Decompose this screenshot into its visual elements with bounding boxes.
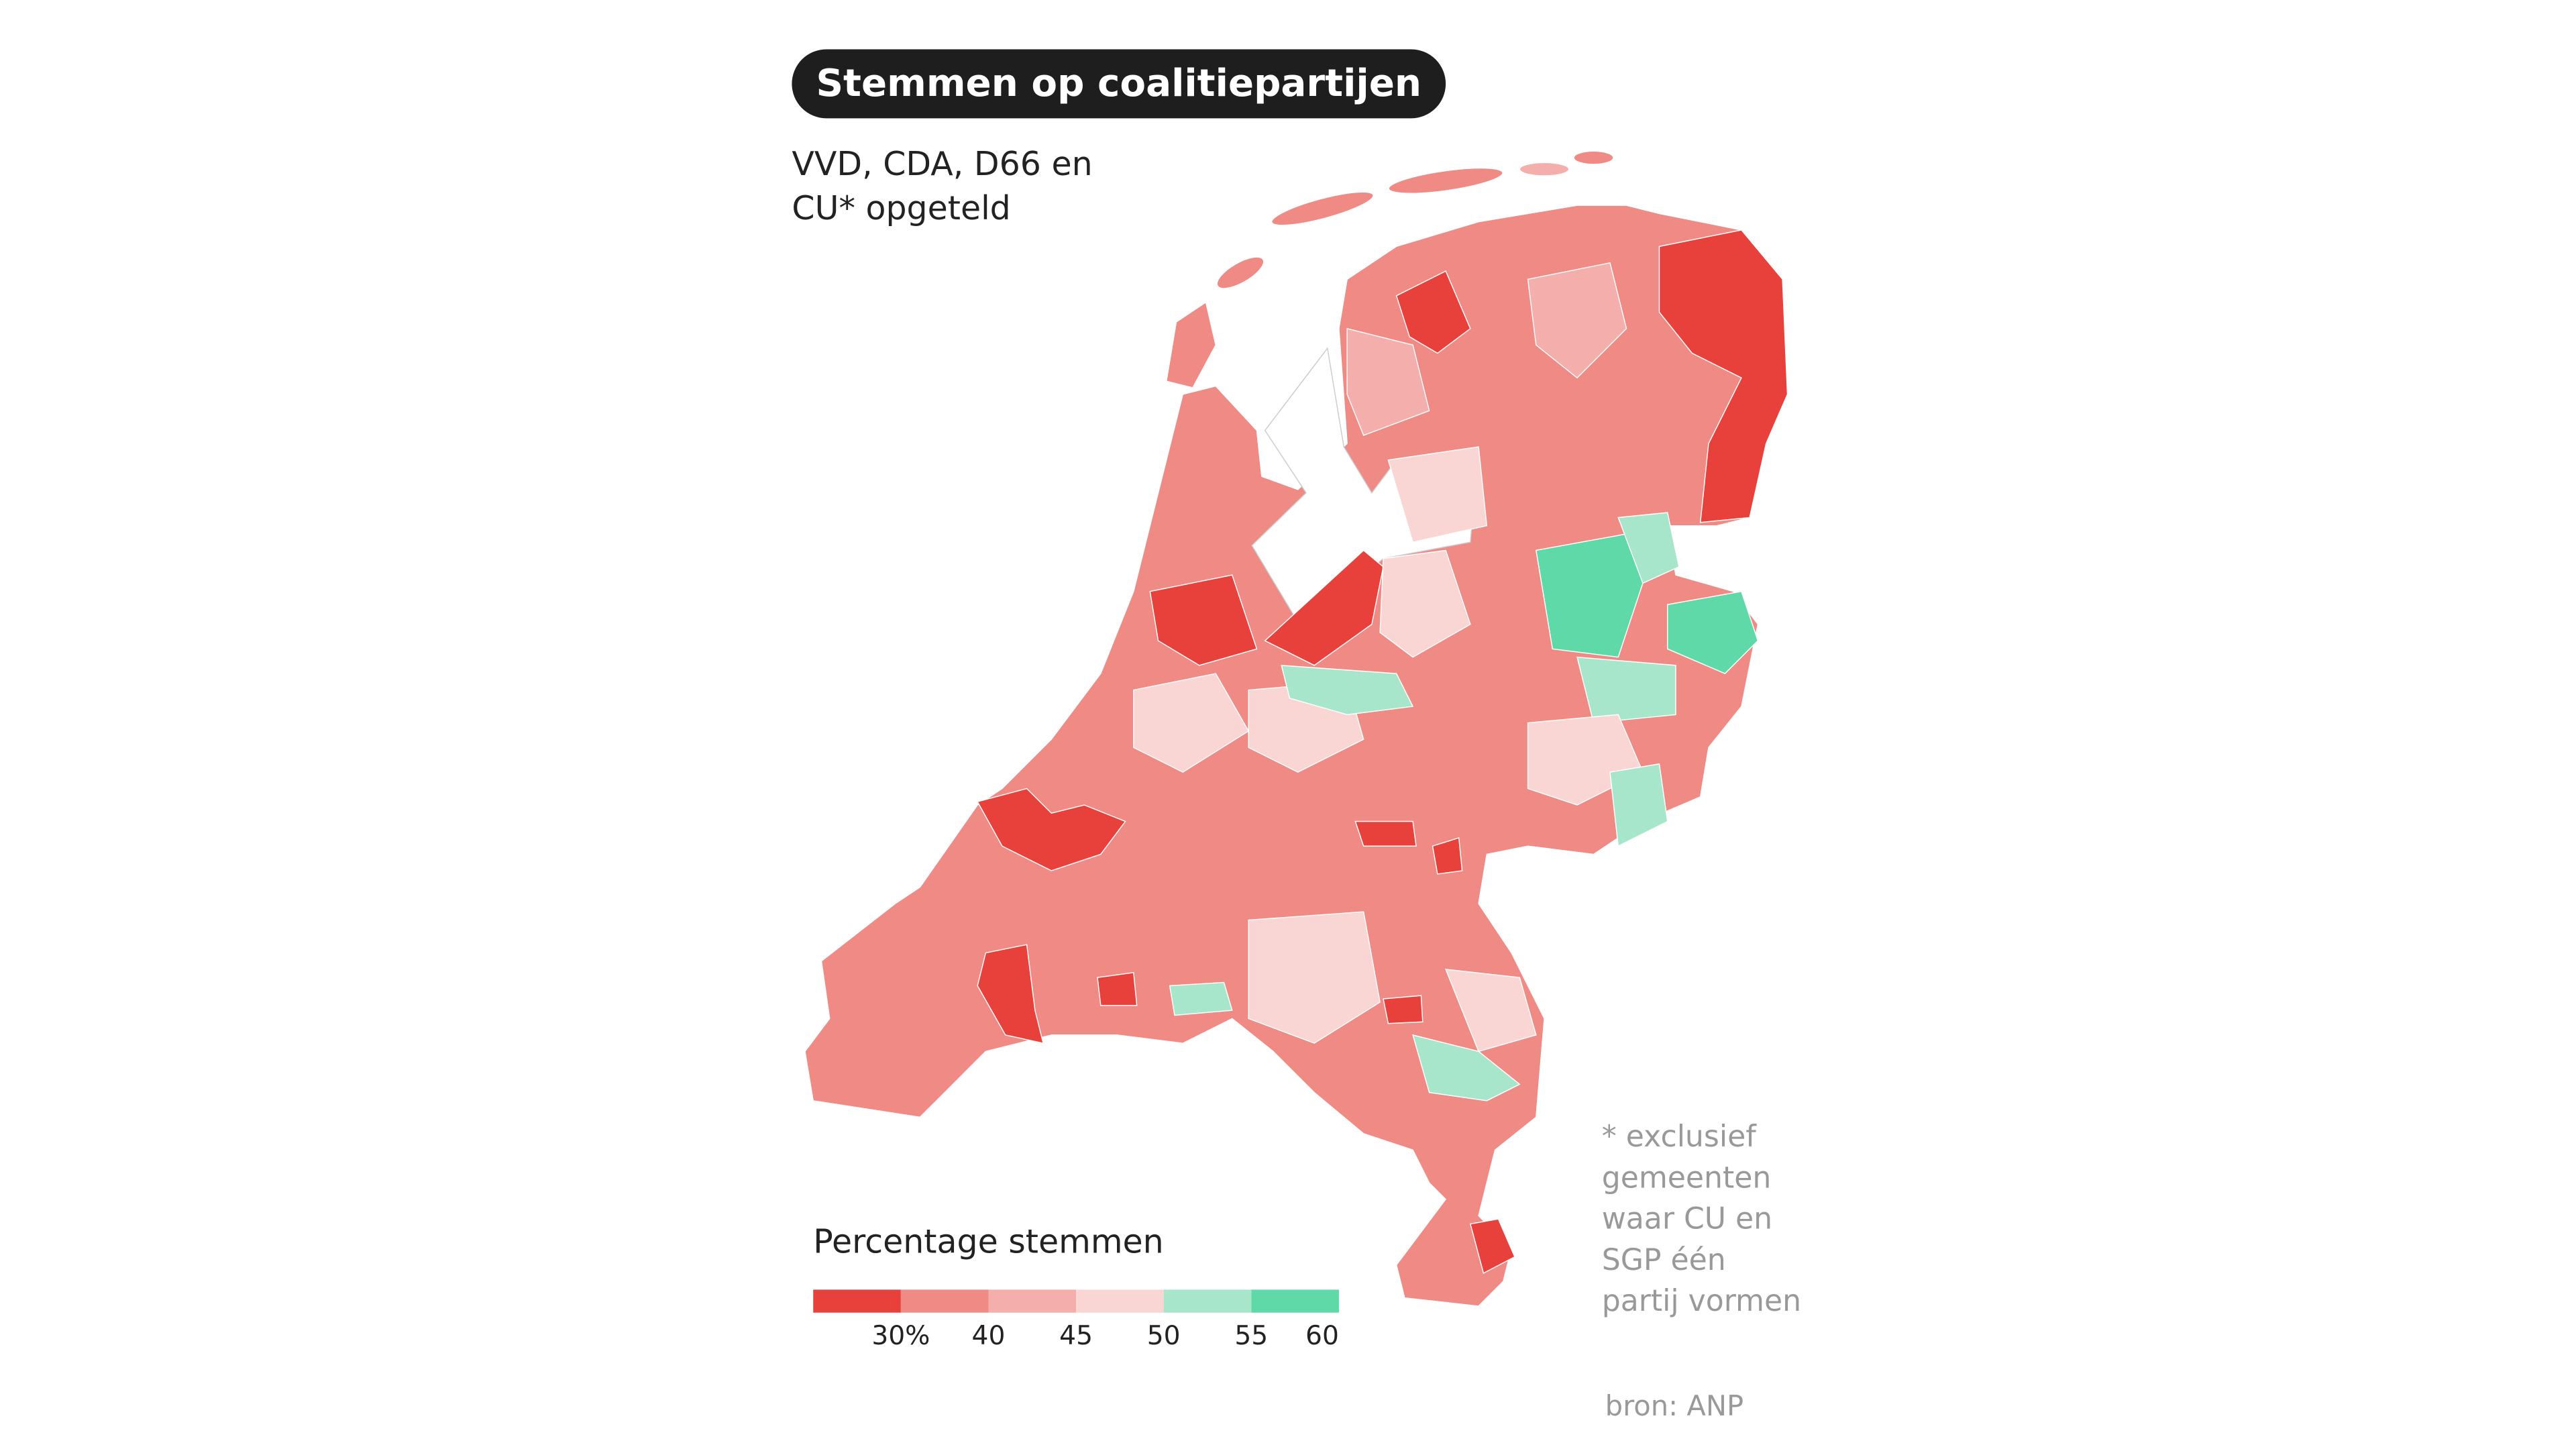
map-region <box>1658 229 1788 523</box>
title-pill <box>792 49 1446 119</box>
map-region <box>1432 837 1463 875</box>
footnote-line: waar CU en <box>1602 1202 1772 1236</box>
map-region <box>977 944 1044 1044</box>
map-region <box>1383 995 1424 1024</box>
map-region <box>1149 574 1258 666</box>
map-region <box>1617 512 1680 584</box>
legend-swatch <box>988 1289 1077 1313</box>
map-island <box>1388 167 1503 194</box>
map-region <box>1169 981 1233 1016</box>
map-region <box>1387 446 1488 543</box>
map-region <box>1609 763 1668 847</box>
map-region <box>1354 820 1417 847</box>
map-region <box>1097 971 1138 1006</box>
map-region <box>1444 969 1537 1053</box>
subtitle: CU* opgeteld <box>792 189 1010 227</box>
legend-title: Percentage stemmen <box>813 1222 1163 1260</box>
footnote-line: SGP één <box>1602 1243 1726 1277</box>
map-region <box>1346 327 1430 436</box>
map-region <box>1535 533 1644 658</box>
map-region <box>1133 673 1250 773</box>
map-island <box>1165 301 1217 388</box>
map-island <box>1216 256 1265 289</box>
map-region <box>1264 549 1384 666</box>
map-region <box>1666 590 1759 674</box>
map-region <box>1469 1218 1515 1275</box>
legend-tick-label: 50 <box>1147 1321 1181 1351</box>
map-island <box>1573 150 1614 165</box>
map-island <box>1271 191 1374 226</box>
legend-swatch <box>813 1289 901 1313</box>
subtitle: VVD, CDA, D66 en <box>792 145 1092 183</box>
map-region <box>977 788 1126 871</box>
map-region <box>1395 270 1471 354</box>
legend-swatch <box>1076 1289 1164 1313</box>
footnote-line: partij vormen <box>1602 1284 1801 1318</box>
map <box>804 150 1788 1307</box>
legend: 30% 40 45 50 55 60 <box>813 1289 1339 1351</box>
source: bron: ANP <box>1605 1389 1743 1422</box>
footnote-line: gemeenten <box>1602 1161 1772 1195</box>
map-region <box>1379 549 1471 658</box>
footnote: * exclusief gemeenten waar CU en SGP één par… <box>1602 1120 1801 1318</box>
legend-tick-label: 30% <box>871 1321 930 1351</box>
legend-tick-label: 45 <box>1059 1321 1093 1351</box>
map-region <box>1281 665 1414 716</box>
legend-tick-label: 40 <box>972 1321 1006 1351</box>
title: Stemmen op coalitiepartijen <box>816 62 1422 105</box>
map-region <box>1576 656 1676 724</box>
legend-swatch <box>1251 1289 1339 1313</box>
legend-tick-label: 55 <box>1234 1321 1268 1351</box>
legend-tick-label: 60 <box>1305 1321 1339 1351</box>
footnote-line: * exclusief <box>1602 1120 1757 1154</box>
map-region <box>1527 262 1627 379</box>
map-island <box>1519 162 1570 176</box>
map-region <box>1248 911 1381 1044</box>
legend-swatch <box>1163 1289 1252 1313</box>
legend-swatch <box>900 1289 989 1313</box>
map-region <box>1412 1034 1521 1102</box>
